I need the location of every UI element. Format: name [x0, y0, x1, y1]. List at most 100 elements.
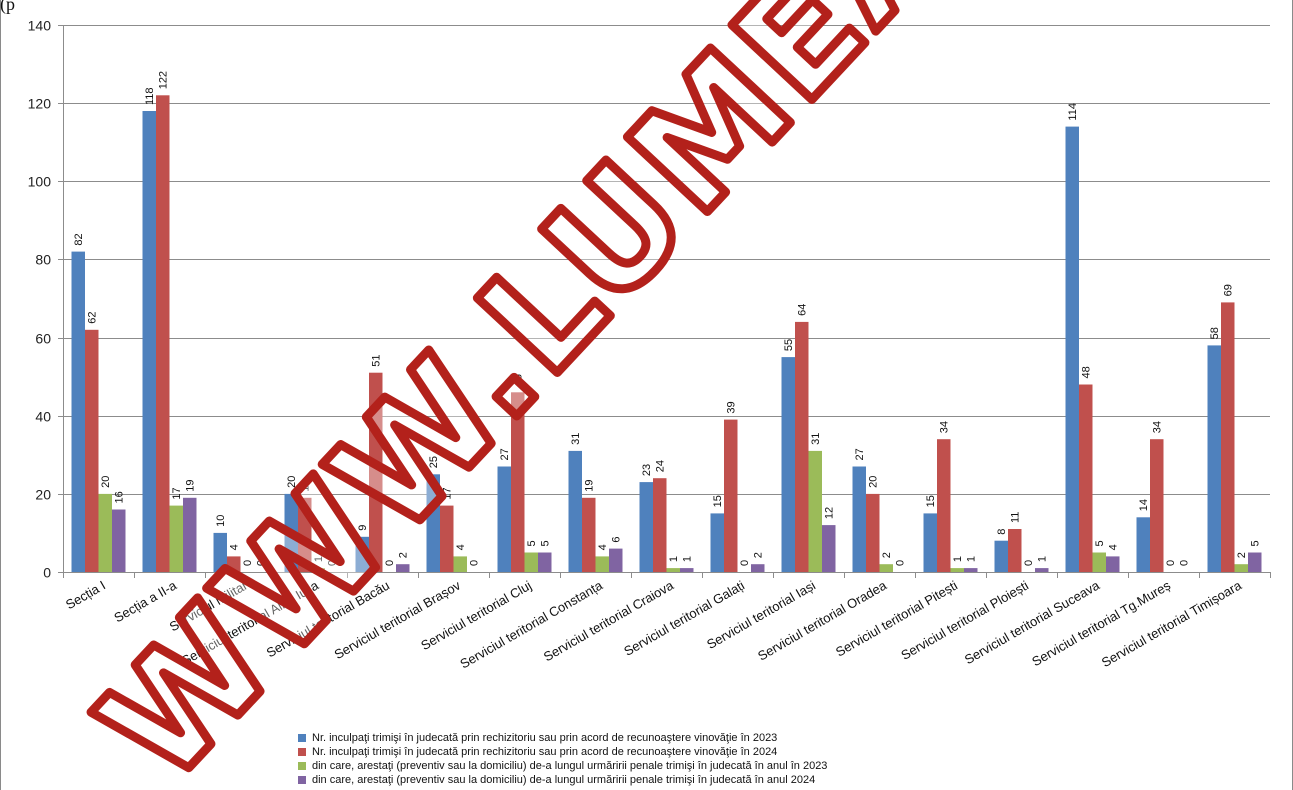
data-label: 6	[610, 536, 622, 542]
data-label: 0	[1178, 560, 1190, 566]
bar	[680, 568, 694, 572]
data-label: 5	[1094, 540, 1106, 546]
data-label: 69	[1222, 284, 1234, 296]
data-label: 122	[157, 71, 169, 89]
bar	[853, 467, 867, 573]
bar	[924, 513, 938, 572]
data-label: 46	[512, 374, 524, 386]
data-label: 25	[428, 456, 440, 468]
y-tick-label: 40	[35, 409, 51, 425]
bar	[1235, 564, 1249, 572]
bar	[72, 252, 86, 572]
x-category-label: Serviciul teritorial Alba Iulia	[179, 577, 322, 668]
legend-swatch	[298, 734, 306, 742]
legend-swatch	[298, 776, 306, 784]
data-label: 20	[867, 476, 879, 488]
data-label: 39	[725, 401, 737, 413]
data-label: 2	[881, 552, 893, 558]
bar	[298, 498, 312, 572]
data-label: 16	[113, 491, 125, 503]
data-label: 4	[597, 544, 609, 550]
x-category-label: Serviciul teritorial Galați	[621, 578, 747, 659]
data-label: 34	[938, 421, 950, 433]
x-category-label: Secția a II-a	[111, 577, 179, 625]
bar	[880, 564, 894, 572]
bar	[214, 533, 228, 572]
x-category-label: Serviciul teritorial Craiova	[541, 577, 677, 664]
data-label: 64	[796, 304, 808, 316]
y-tick-label: 20	[35, 487, 51, 503]
data-label: 27	[854, 448, 866, 460]
x-category-label: Serviciul teritorial Brașov	[332, 577, 464, 662]
bar	[1221, 302, 1235, 572]
data-label: 20	[100, 476, 112, 488]
bar	[653, 478, 667, 572]
legend-label: Nr. inculpaţi trimişi în judecată prin r…	[312, 746, 777, 758]
bar	[1066, 127, 1080, 572]
bar	[427, 474, 441, 572]
data-label: 14	[1138, 499, 1150, 511]
bar	[1008, 529, 1022, 572]
bar	[1093, 553, 1107, 573]
bar	[569, 451, 583, 572]
data-label: 4	[1107, 544, 1119, 550]
data-label: 2	[397, 552, 409, 558]
data-label: 5	[539, 540, 551, 546]
data-label: 23	[641, 464, 653, 476]
bar	[751, 564, 765, 572]
y-tick-label: 60	[35, 331, 51, 347]
data-label: 17	[441, 487, 453, 499]
bar	[183, 498, 197, 572]
bar	[995, 541, 1009, 572]
y-tick-label: 100	[28, 174, 52, 190]
bar	[396, 564, 410, 572]
data-label: 1	[313, 556, 325, 562]
x-category-label: Serviciul teritorial Ploiești	[898, 578, 1031, 663]
data-label: 31	[810, 433, 822, 445]
data-label: 62	[86, 312, 98, 324]
data-label: 5	[1249, 540, 1261, 546]
bar	[596, 556, 610, 572]
data-label: 24	[654, 460, 666, 472]
data-label: 1	[681, 556, 693, 562]
data-label: 8	[996, 529, 1008, 535]
bar	[511, 392, 525, 572]
bar	[227, 556, 241, 572]
data-label: 82	[73, 233, 85, 245]
bar	[964, 568, 978, 572]
data-label: 58	[1209, 327, 1221, 339]
x-category-label: Serviciul teritorial Pitești	[833, 578, 960, 660]
data-label: 9	[357, 525, 369, 531]
data-label: 27	[499, 448, 511, 460]
data-label: 0	[739, 560, 751, 566]
data-label: 2	[1236, 552, 1248, 558]
bar	[866, 494, 880, 572]
legend-swatch	[298, 748, 306, 756]
bar	[937, 439, 951, 572]
bar	[369, 373, 383, 572]
bar	[538, 553, 552, 573]
bar	[1248, 553, 1262, 573]
data-label: 4	[228, 544, 240, 550]
data-label: 2	[752, 552, 764, 558]
bar	[667, 568, 681, 572]
data-label: 20	[286, 476, 298, 488]
bar	[1137, 517, 1151, 572]
data-label: 114	[1067, 103, 1079, 121]
bar	[795, 322, 809, 572]
data-label: 4	[455, 544, 467, 550]
legend-label: din care, arestaţi (preventiv sau la dom…	[312, 760, 827, 772]
bar	[782, 357, 796, 572]
x-category-label: Secția I	[63, 578, 108, 613]
bar	[112, 510, 126, 573]
legend-label: din care, arestaţi (preventiv sau la dom…	[312, 774, 815, 786]
data-label: 48	[1080, 366, 1092, 378]
data-label: 55	[783, 339, 795, 351]
bar	[711, 513, 725, 572]
data-label: 0	[468, 560, 480, 566]
data-label: 0	[894, 560, 906, 566]
data-label: 0	[1165, 560, 1177, 566]
bar	[170, 506, 184, 572]
